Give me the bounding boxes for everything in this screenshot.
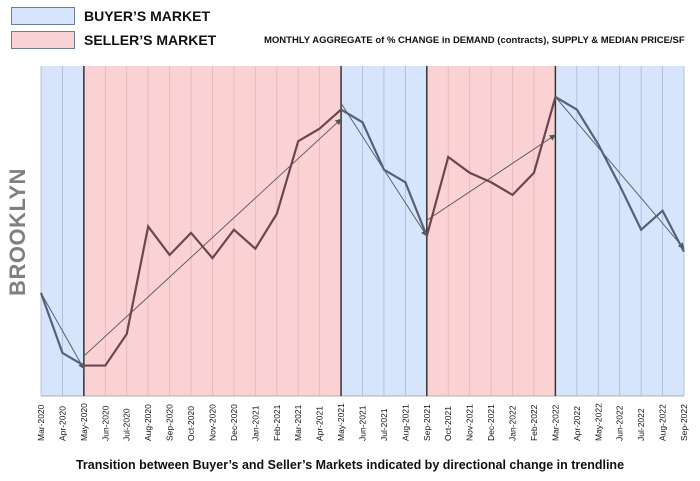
x-tick-label: Oct-2021 bbox=[443, 406, 453, 441]
x-tick-label: Oct-2020 bbox=[186, 406, 196, 441]
x-tick-label: Jul-2021 bbox=[379, 408, 389, 441]
legend-buyer-swatch bbox=[11, 7, 75, 25]
x-tick-label: Jan-2021 bbox=[250, 405, 260, 441]
x-tick-label: Sep-2020 bbox=[165, 404, 175, 441]
x-tick-label: Jul-2020 bbox=[122, 408, 132, 441]
x-tick-label: Apr-2022 bbox=[572, 406, 582, 441]
series-segment-buyer-4 bbox=[554, 96, 685, 253]
trendline-3 bbox=[426, 134, 556, 221]
x-tick-label: Mar-2021 bbox=[293, 404, 303, 441]
legend-buyer-label: BUYER’S MARKET bbox=[84, 8, 211, 24]
x-tick-label: Aug-2020 bbox=[143, 404, 153, 441]
x-tick-label: May-2020 bbox=[79, 403, 89, 441]
trendline-1 bbox=[83, 118, 342, 357]
legend-seller-swatch bbox=[11, 31, 75, 49]
x-tick-label: Jun-2020 bbox=[100, 405, 110, 441]
x-tick-label: May-2022 bbox=[593, 403, 603, 441]
x-tick-label: Aug-2022 bbox=[658, 404, 668, 441]
trendline-4 bbox=[555, 96, 685, 250]
x-tick-label: Nov-2020 bbox=[207, 404, 217, 441]
x-tick-label: Apr-2021 bbox=[315, 406, 325, 441]
x-tick-label: Feb-2022 bbox=[529, 404, 539, 441]
x-tick-label: Jan-2022 bbox=[508, 405, 518, 441]
series-segment-seller-3 bbox=[425, 96, 557, 237]
x-tick-label: May-2021 bbox=[336, 403, 346, 441]
x-tick-label: Sep-2022 bbox=[679, 404, 689, 441]
x-tick-label: Dec-2020 bbox=[229, 404, 239, 441]
chart-title: MONTHLY AGGREGATE of % CHANGE in DEMAND … bbox=[264, 35, 685, 46]
series-segment-buyer-2 bbox=[340, 108, 428, 237]
legend-seller-label: SELLER’S MARKET bbox=[84, 32, 217, 48]
x-tick-label: Aug-2021 bbox=[400, 404, 410, 441]
x-tick-label: Jun-2022 bbox=[615, 405, 625, 441]
x-tick-label: Jun-2021 bbox=[358, 405, 368, 441]
x-tick-label: Nov-2021 bbox=[465, 404, 475, 441]
x-tick-label: Mar-2022 bbox=[550, 404, 560, 441]
series-segment-seller-1 bbox=[83, 108, 342, 367]
x-tick-label: Sep-2021 bbox=[422, 404, 432, 441]
x-tick-label: Jul-2022 bbox=[636, 408, 646, 441]
x-tick-label: Dec-2021 bbox=[486, 404, 496, 441]
series-segment-buyer-0 bbox=[39, 292, 85, 367]
x-tick-label: Feb-2021 bbox=[272, 404, 282, 441]
x-tick-label: Apr-2020 bbox=[57, 406, 67, 441]
chart-caption: Transition between Buyer’s and Seller’s … bbox=[75, 458, 625, 472]
x-tick-label: Mar-2020 bbox=[36, 404, 46, 441]
trendline-0 bbox=[40, 292, 85, 370]
